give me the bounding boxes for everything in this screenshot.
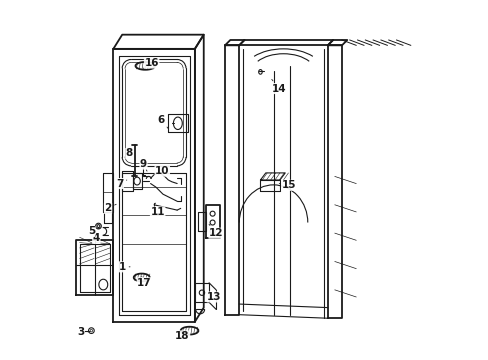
Text: 9: 9 (140, 159, 147, 171)
Text: 3: 3 (77, 327, 90, 337)
Text: 6: 6 (157, 115, 168, 129)
Text: 10: 10 (155, 166, 169, 176)
Text: 5: 5 (87, 226, 100, 237)
Text: 14: 14 (271, 79, 286, 94)
Text: 13: 13 (203, 292, 221, 302)
Text: 12: 12 (208, 224, 223, 238)
Text: 4: 4 (92, 234, 104, 243)
Text: 11: 11 (150, 203, 164, 217)
Text: 2: 2 (104, 203, 116, 213)
Text: 8: 8 (125, 148, 135, 161)
Text: 1: 1 (119, 262, 130, 272)
Text: 7: 7 (116, 179, 126, 189)
Text: 15: 15 (279, 180, 295, 190)
Text: 17: 17 (137, 276, 152, 288)
Text: 16: 16 (143, 58, 159, 68)
Text: 18: 18 (175, 331, 189, 341)
